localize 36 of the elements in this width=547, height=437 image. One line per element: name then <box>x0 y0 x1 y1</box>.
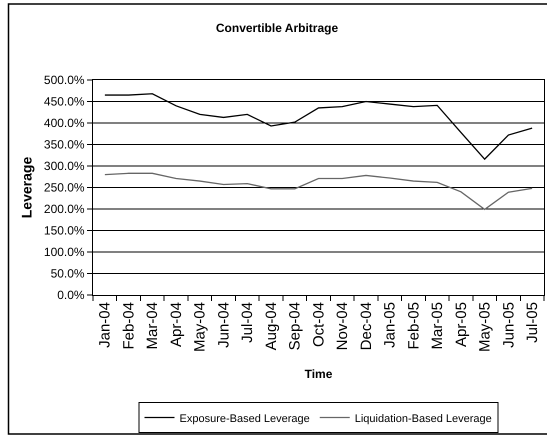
y-axis-title: Leverage <box>18 156 34 218</box>
x-tick-label: Jun-04 <box>215 302 232 348</box>
line-series <box>104 172 533 210</box>
y-tick-label: 50.0% <box>50 266 85 281</box>
y-tick-label: 400.0% <box>44 116 85 130</box>
x-tick-label: May-05 <box>476 302 494 352</box>
x-tick-label: Nov-04 <box>334 302 352 350</box>
y-tick-label: 100.0% <box>44 245 85 260</box>
x-tick-label: Dec-04 <box>358 302 375 350</box>
x-tick-label: Aug-04 <box>262 302 280 350</box>
x-tick-label: May-04 <box>192 302 209 352</box>
x-tick-label: Oct-04 <box>310 302 328 348</box>
y-tick-label: 0.0% <box>57 288 85 302</box>
x-tick-label: Apr-05 <box>452 302 470 348</box>
legend-label: Liquidation-Based Leverage <box>354 412 492 425</box>
x-tick-label: Feb-04 <box>120 302 138 350</box>
y-tick-label: 500.0% <box>44 73 85 88</box>
y-tick-label: 300.0% <box>44 159 85 174</box>
x-tick-label: Mar-04 <box>144 302 162 350</box>
y-tick-label: 350.0% <box>44 138 85 152</box>
chart-title: Convertible Arbitrage <box>216 21 338 36</box>
x-tick-label: Apr-04 <box>168 302 185 348</box>
x-tick-label: Feb-05 <box>405 302 422 350</box>
x-tick-label: Jan-04 <box>96 302 114 348</box>
y-tick-label: 150.0% <box>44 224 85 238</box>
y-tick-label: 450.0% <box>44 94 85 109</box>
y-tick-label: 250.0% <box>44 180 85 195</box>
x-tick-label: Mar-05 <box>429 302 446 350</box>
x-tick-label: Jun-05 <box>500 302 518 348</box>
x-tick-label: Sep-04 <box>286 302 304 350</box>
x-tick-label: Jul-05 <box>524 302 542 343</box>
x-tick-label: Jan-05 <box>382 302 399 348</box>
y-tick-label: 200.0% <box>44 202 85 216</box>
x-tick-label: Jul-04 <box>239 302 256 343</box>
legend-label: Exposure-Based Leverage <box>180 412 310 425</box>
x-axis-title: Time <box>304 366 333 381</box>
